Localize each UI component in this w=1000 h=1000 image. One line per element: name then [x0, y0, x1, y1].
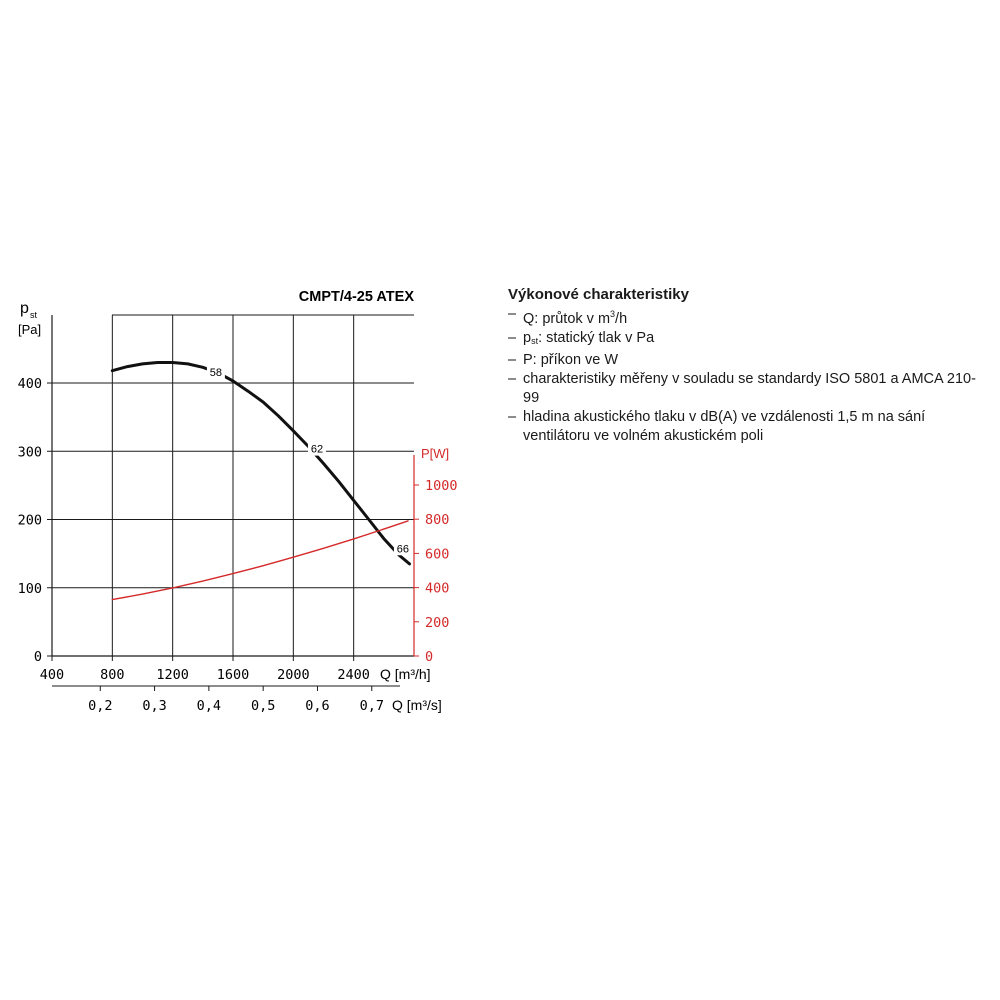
y-axis-label-sub: st — [30, 310, 38, 320]
legend-item-static-pressure: – pst: statický tlak v Pa — [508, 329, 655, 346]
sound-level-label: 66 — [397, 543, 409, 555]
chart-labels: CMPT/4-25 ATEX 58 62 66 — [206, 289, 415, 556]
y2-axis-label: P[W] — [421, 446, 449, 461]
legend-item-flow: – Q: průtok v m3/h — [508, 306, 628, 327]
pressure-curve — [110, 361, 411, 566]
legend-title: Výkonové charakteristiky — [508, 286, 689, 303]
y-tick-label: 400 — [18, 376, 42, 392]
chart-series — [110, 361, 411, 601]
y-axis-label: p — [20, 300, 29, 317]
y2-tick-label: 1000 — [425, 478, 458, 494]
power-curve — [111, 520, 409, 601]
x-tick-label: 800 — [100, 667, 124, 683]
x2-tick-label: 0,2 — [88, 698, 112, 714]
annotation-bg — [206, 365, 225, 380]
x2-tick-label: 0,4 — [197, 698, 221, 714]
legend-dash: – — [508, 329, 517, 346]
x-tick-label: 1200 — [156, 667, 189, 683]
legend-item-power: – P: příkon ve W — [508, 351, 619, 368]
y-axis-unit: [Pa] — [18, 322, 41, 337]
x2-tick-label: 0,7 — [360, 698, 384, 714]
x-tick-label: 1600 — [217, 667, 250, 683]
chart-grid — [52, 314, 414, 656]
y2-tick-label: 200 — [425, 615, 449, 631]
x2-tick-label: 0,6 — [305, 698, 329, 714]
y-tick-label: 200 — [18, 513, 42, 529]
x2-tick-label: 0,3 — [142, 698, 166, 714]
legend-dash: – — [508, 306, 517, 322]
annotation-bg — [307, 441, 326, 456]
legend-dash: – — [508, 370, 517, 387]
y-tick-label: 300 — [18, 444, 42, 460]
y-tick-label: 100 — [18, 581, 42, 597]
y2-tick-label: 400 — [425, 581, 449, 597]
y2-tick-label: 600 — [425, 546, 449, 562]
legend-dash: – — [508, 351, 517, 368]
y2-tick-label: 0 — [425, 649, 433, 665]
x-tick-label: 2400 — [337, 667, 370, 683]
y2-tick-label: 800 — [425, 512, 449, 528]
x-tick-label: 400 — [40, 667, 64, 683]
x-tick-label: 2000 — [277, 667, 310, 683]
sound-level-label: 58 — [210, 367, 222, 379]
legend-item-measured: – charakteristiky měřeny v souladu se st… — [508, 370, 976, 406]
x2-axis-label: Q [m³/s] — [392, 697, 442, 713]
chart-title: CMPT/4-25 ATEX — [299, 289, 415, 305]
legend-dash: – — [508, 408, 517, 425]
x-axis-label: Q [m³/h] — [380, 666, 431, 682]
annotation-bg — [393, 541, 412, 556]
y-tick-label: 0 — [34, 649, 42, 665]
x2-tick-label: 0,5 — [251, 698, 275, 714]
legend-item-noise: – hladina akustického tlaku v dB(A) ve v… — [508, 408, 926, 444]
sound-level-label: 62 — [311, 444, 323, 456]
legend-panel: Výkonové charakteristiky – Q: průtok v m… — [508, 285, 988, 446]
